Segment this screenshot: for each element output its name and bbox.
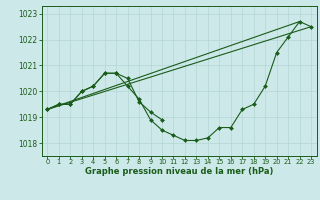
X-axis label: Graphe pression niveau de la mer (hPa): Graphe pression niveau de la mer (hPa) <box>85 167 273 176</box>
